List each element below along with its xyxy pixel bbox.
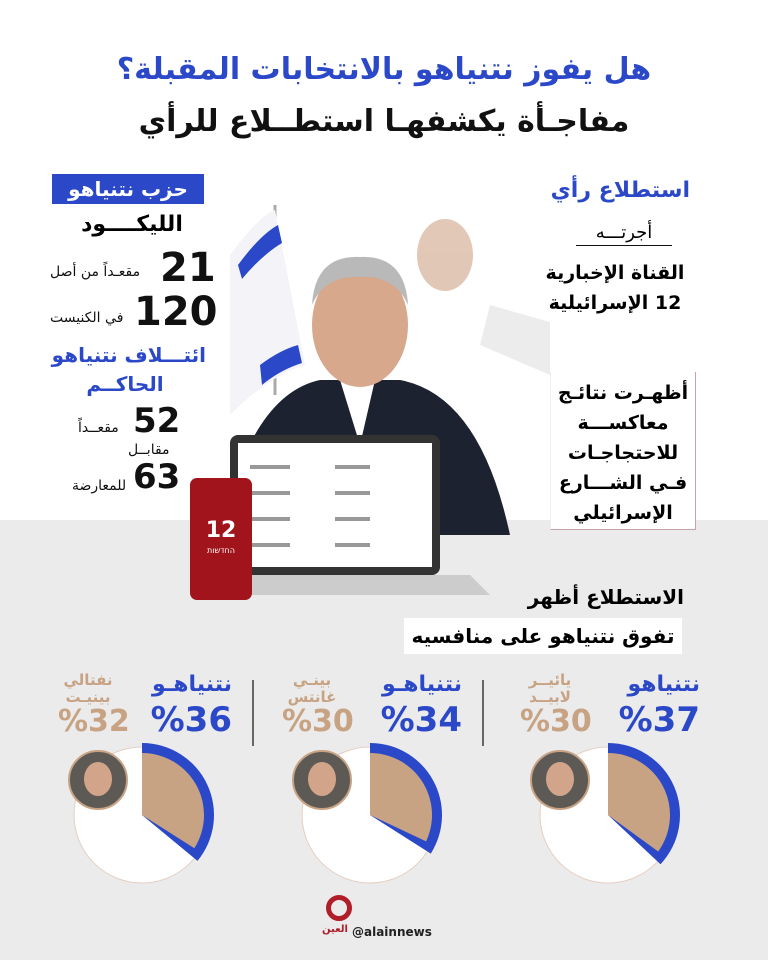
seats-value: 21 (160, 245, 216, 291)
israeli-flag-icon (230, 205, 305, 415)
opposition-seats-value: 63 (133, 457, 181, 497)
subtitle: مفاجـأة يكشفهـا استطــلاع للرأي (138, 104, 630, 139)
phone-icon (190, 478, 252, 600)
versus-label: مقابــل (128, 442, 170, 458)
total-seats-label: في الكنيست (50, 310, 124, 326)
summary-line-1: الاستطلاع أظهر (527, 585, 684, 609)
finding-box: أظهـرت نتائـج معاكســـة للاحتجاجـات فـي … (550, 372, 696, 530)
rival-avatar (292, 750, 352, 810)
netanyahu-percent: %37 (618, 700, 700, 740)
poll-title: استطلاع رأي (550, 178, 690, 203)
rival-label: يائيــر لابيــد (528, 671, 572, 706)
social-handle: @alainnews (352, 925, 432, 939)
pie-slice-rival (608, 753, 670, 852)
conducted-by: أجرتـــه (576, 222, 672, 246)
rival-avatar (530, 750, 590, 810)
divider (482, 680, 484, 746)
pie-slice-rival (142, 753, 204, 849)
coalition-seats-value: 52 (133, 401, 181, 441)
rival-label: بينـي غانتس (287, 671, 337, 706)
channel-line-2: 12 الإسرائيلية (548, 292, 682, 314)
finding-line: للاحتجاجـات (567, 442, 679, 464)
netanyahu-percent: %36 (150, 700, 232, 740)
rival-avatar (68, 750, 128, 810)
logo-text: العين (322, 924, 348, 935)
rival-label: نفتالي بينيـت (63, 671, 113, 706)
finding-line: معاكســـة (577, 412, 669, 434)
protester-photo (417, 219, 550, 375)
coalition-title: ائتـــلاف نتنياهو (51, 343, 206, 367)
pie-slice-rival (370, 753, 432, 842)
face (546, 762, 574, 796)
summary-line-2: تفوق نتنياهو على منافسيه (404, 618, 682, 654)
face (84, 762, 112, 796)
total-seats-value: 120 (134, 289, 218, 335)
checklist (250, 465, 370, 547)
coalition-seats-label: مقعــداً (78, 420, 119, 436)
channel-line-1: القناة الإخبارية (545, 262, 685, 284)
netanyahu-percent: %34 (380, 700, 462, 740)
party-tag: حزب نتنياهو (52, 174, 204, 204)
rival-percent: %32 (58, 704, 130, 739)
netanyahu-label: نتنياهـو (151, 672, 232, 697)
seats-label: مقعـداً من أصل (50, 264, 141, 280)
netanyahu-label: نتنياهـو (381, 672, 462, 697)
netanyahu-label: نتنياهو (627, 672, 700, 697)
finding-line: فـي الشـــارع (558, 472, 688, 494)
phone-text: החדשות (207, 546, 235, 555)
party-name: الليكــــود (81, 212, 183, 237)
main-title: هل يفوز نتنياهو بالانتخابات المقبلة؟ (116, 52, 652, 87)
finding-line: أظهـرت نتائـج (557, 382, 689, 404)
rival-percent: %30 (520, 704, 592, 739)
alain-logo-icon (326, 895, 352, 921)
coalition-title-2: الحاكــم (86, 372, 164, 396)
central-illustration: 12 החדשות (190, 205, 550, 600)
face (308, 762, 336, 796)
opposition-label: للمعارضة (72, 478, 127, 494)
rival-percent: %30 (282, 704, 354, 739)
divider (252, 680, 254, 746)
phone-logo: 12 (206, 518, 237, 543)
finding-line: الإسرائيلي (573, 502, 673, 524)
